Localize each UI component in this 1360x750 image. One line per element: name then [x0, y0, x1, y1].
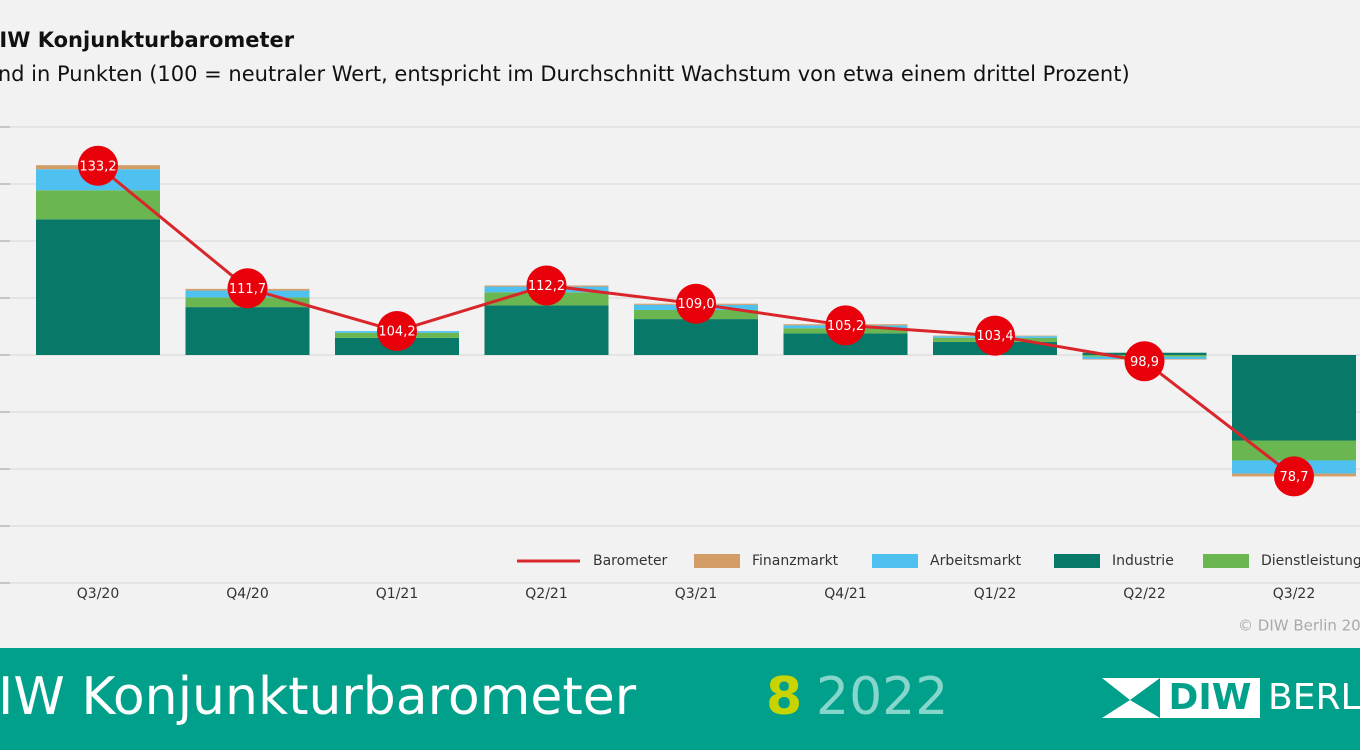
x-tick-label: Q4/20 — [226, 586, 268, 602]
bar-segment — [1232, 355, 1356, 441]
barometer-marker — [227, 268, 268, 309]
legend-label: Dienstleistungen — [1261, 553, 1360, 569]
data-label: 105,2 — [827, 319, 864, 334]
legend-swatch — [694, 554, 740, 568]
x-tick-label: Q3/21 — [675, 586, 717, 602]
data-label: 133,2 — [79, 159, 116, 174]
data-label: 103,4 — [976, 329, 1013, 344]
logo-right: BERLIN — [1268, 677, 1360, 718]
x-tick-label: Q4/21 — [824, 586, 866, 602]
x-tick-label: Q2/22 — [1123, 586, 1165, 602]
logo-mark — [1102, 678, 1160, 718]
bar-segment — [634, 319, 758, 355]
barometer-marker — [676, 283, 716, 324]
barometer-marker — [377, 311, 417, 352]
logo-left: DIW — [1169, 677, 1252, 718]
data-label: 111,7 — [229, 282, 266, 297]
barometer-marker — [825, 305, 866, 346]
chart-subtitle: Indexstand in Punkten (100 = neutraler W… — [0, 62, 1130, 86]
legend-label: Barometer — [593, 553, 668, 569]
x-tick-label: Q1/21 — [376, 586, 418, 602]
barometer-marker — [78, 145, 118, 186]
data-label: 104,2 — [378, 325, 415, 340]
legend-swatch — [872, 554, 918, 568]
bar-segment — [185, 307, 310, 355]
data-label: 78,7 — [1280, 470, 1309, 485]
legend-label: Industrie — [1112, 553, 1174, 569]
barometer-marker — [975, 315, 1015, 356]
x-tick-label: Q3/20 — [77, 586, 119, 602]
source: © DIW Berlin 2022 — [1238, 617, 1360, 635]
legend-label: Finanzmarkt — [752, 553, 839, 569]
bar-segment — [36, 219, 160, 355]
bar-segment — [484, 305, 609, 355]
data-label: 98,9 — [1130, 355, 1159, 370]
bar-segment — [1232, 440, 1356, 461]
x-tick-label: Q3/22 — [1273, 586, 1315, 602]
barometer-marker — [1274, 456, 1314, 497]
logo-box — [1160, 678, 1260, 718]
banner — [0, 648, 1360, 750]
chart-title: DIW Konjunkturbarometer — [0, 28, 295, 52]
banner-title: DIW Konjunkturbarometer — [0, 667, 637, 727]
bar-segment — [36, 190, 160, 220]
x-tick-label: Q1/22 — [974, 586, 1016, 602]
barometer-marker — [526, 265, 567, 306]
x-tick-label: Q2/21 — [525, 586, 567, 602]
plot: Q3/20 Q4/20 Q1/21 Q2/21 Q3/21 Q4/21 Q1/22 Q2/22… — [0, 126, 1360, 602]
legend-label: Arbeitsmarkt — [930, 553, 1022, 569]
legend-swatch — [1203, 554, 1249, 568]
banner-year: 2022 — [816, 667, 948, 727]
data-label: 109,0 — [677, 297, 714, 312]
legend-swatch — [1054, 554, 1100, 568]
data-label: 112,2 — [528, 279, 565, 294]
barometer-marker — [1124, 341, 1165, 382]
banner-issue: 8 — [766, 667, 802, 727]
